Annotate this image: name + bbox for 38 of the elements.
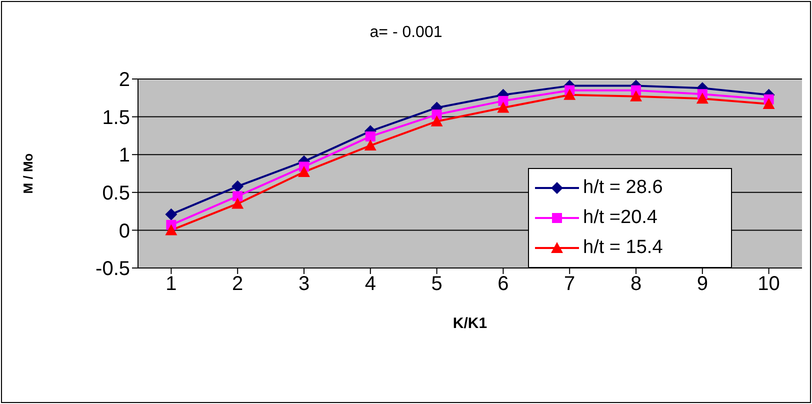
x-tick-label: 3 [298, 273, 310, 296]
point [696, 92, 708, 104]
x-tick-label: 5 [431, 273, 442, 296]
x-tick-label: 4 [364, 273, 376, 296]
point [432, 110, 442, 120]
point [497, 102, 510, 113]
y-tick-label: -0.5 [96, 258, 130, 280]
point [232, 191, 243, 202]
point [232, 198, 244, 209]
y-tick-label: 1.5 [102, 106, 130, 129]
y-axis-title: M / Mo [20, 153, 36, 194]
x-tick-label: 2 [232, 273, 244, 296]
x-axis-title: K/K1 [452, 315, 488, 332]
x-tick-label: 10 [758, 273, 780, 296]
x-tick-label: 9 [696, 273, 708, 296]
x-tick-label: 1 [166, 273, 177, 296]
point [762, 98, 775, 109]
legend-label: h/t = 28.6 [583, 176, 663, 200]
y-tick-label: 0.5 [102, 182, 130, 204]
legend-label: h/t =20.4 [583, 206, 658, 230]
chart-title: a= - 0.001 [368, 24, 444, 42]
legend-label: h/t = 15.4 [583, 236, 663, 260]
point [364, 140, 376, 151]
x-tick-label: 6 [498, 273, 509, 296]
point [365, 131, 376, 142]
x-tick-label: 7 [564, 273, 576, 296]
y-tick-label: 0 [118, 220, 130, 242]
point [630, 90, 642, 102]
point [165, 208, 178, 220]
y-tick-label: 1 [118, 144, 130, 167]
x-tick-label: 8 [630, 273, 642, 296]
point [430, 115, 443, 126]
point [232, 180, 244, 192]
y-tick-label: 2 [118, 69, 130, 92]
point [564, 88, 576, 100]
point [165, 224, 178, 236]
point [298, 166, 310, 177]
point [498, 96, 508, 106]
